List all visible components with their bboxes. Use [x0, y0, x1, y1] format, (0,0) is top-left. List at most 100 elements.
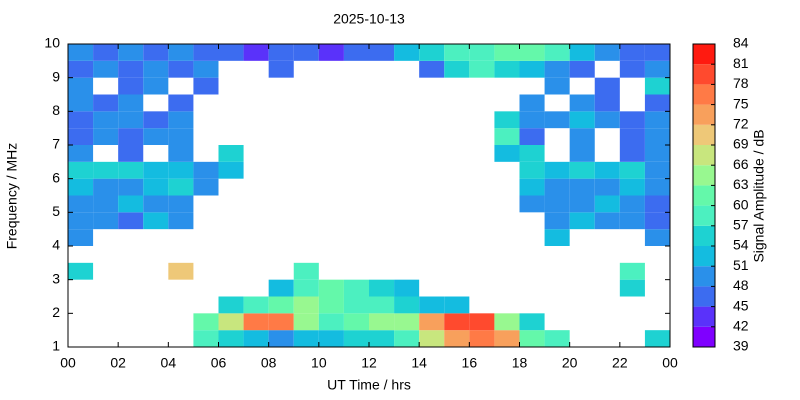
- y-tick-label: 8: [52, 102, 60, 118]
- cell: [118, 128, 144, 145]
- cell: [143, 60, 169, 78]
- cell: [569, 111, 595, 129]
- cell: [318, 313, 344, 331]
- cell: [544, 229, 570, 246]
- cell: [68, 128, 94, 145]
- cell: [519, 161, 545, 179]
- cell: [168, 145, 194, 162]
- cell: [519, 60, 545, 78]
- cell: [68, 229, 94, 246]
- cell: [168, 212, 194, 230]
- cell: [343, 296, 369, 314]
- cell: [469, 44, 495, 61]
- colorbar-tick-label: 60: [733, 196, 749, 212]
- cell: [619, 60, 645, 78]
- cell: [519, 128, 545, 145]
- cell: [544, 330, 570, 347]
- cell: [519, 145, 545, 162]
- cell: [619, 178, 645, 196]
- cell: [469, 313, 495, 331]
- cell: [343, 44, 369, 61]
- cell: [419, 313, 445, 331]
- cell: [118, 94, 144, 112]
- cell: [68, 262, 94, 280]
- cell: [193, 161, 219, 179]
- y-tick-label: 10: [44, 35, 60, 51]
- cell: [143, 128, 169, 145]
- cell: [569, 145, 595, 162]
- colorbar-band: [693, 326, 715, 347]
- colorbar-tick-label: 81: [733, 55, 749, 71]
- cell: [293, 262, 319, 280]
- colorbar-band: [693, 124, 715, 145]
- cell: [369, 330, 395, 347]
- cell: [218, 161, 244, 179]
- cell: [93, 212, 119, 230]
- cell: [293, 330, 319, 347]
- cell: [469, 330, 495, 347]
- cell: [268, 60, 294, 78]
- cell: [619, 262, 645, 280]
- colorbar-band: [693, 84, 715, 105]
- cell: [218, 296, 244, 314]
- cell: [619, 111, 645, 129]
- x-tick-label: 10: [311, 355, 327, 371]
- heatmap: [68, 44, 670, 347]
- cell: [268, 44, 294, 61]
- cell: [644, 161, 670, 179]
- cell: [193, 44, 219, 61]
- x-axis-label: UT Time / hrs: [327, 377, 411, 393]
- colorbar-tick-label: 84: [733, 35, 749, 51]
- cell: [519, 178, 545, 196]
- cell: [193, 313, 219, 331]
- colorbar-tick-label: 39: [733, 338, 749, 354]
- cell: [494, 145, 520, 162]
- cell: [343, 313, 369, 331]
- cell: [594, 178, 620, 196]
- x-tick-label: 16: [462, 355, 478, 371]
- colorbar-tick-label: 42: [733, 318, 749, 334]
- cell: [619, 279, 645, 297]
- cell: [519, 111, 545, 129]
- cell: [218, 313, 244, 331]
- cell: [293, 313, 319, 331]
- cell: [93, 111, 119, 129]
- chart-title: 2025-10-13: [333, 11, 405, 27]
- cell: [569, 44, 595, 61]
- cell: [519, 330, 545, 347]
- cell: [444, 313, 470, 331]
- cell: [93, 161, 119, 179]
- cell: [243, 296, 269, 314]
- y-tick-label: 6: [52, 169, 60, 185]
- cell: [394, 279, 420, 297]
- colorbar-band: [693, 44, 715, 65]
- cell: [569, 94, 595, 112]
- colorbar-band: [693, 64, 715, 85]
- cell: [569, 161, 595, 179]
- cell: [369, 44, 395, 61]
- cell: [68, 60, 94, 78]
- cell: [569, 60, 595, 78]
- cell: [619, 195, 645, 213]
- cell: [268, 330, 294, 347]
- cell: [293, 44, 319, 61]
- colorbar-tick-label: 66: [733, 156, 749, 172]
- cell: [268, 313, 294, 331]
- cell: [644, 195, 670, 213]
- cell: [544, 77, 570, 95]
- cell: [419, 330, 445, 347]
- cell: [68, 161, 94, 179]
- cell: [544, 44, 570, 61]
- cell: [168, 161, 194, 179]
- cell: [644, 330, 670, 347]
- colorbar-band: [693, 185, 715, 206]
- y-tick-label: 3: [52, 270, 60, 286]
- cell: [369, 279, 395, 297]
- cell: [544, 111, 570, 129]
- cell: [343, 330, 369, 347]
- cell: [644, 145, 670, 162]
- colorbar-band: [693, 205, 715, 226]
- cell: [619, 44, 645, 61]
- cell: [168, 94, 194, 112]
